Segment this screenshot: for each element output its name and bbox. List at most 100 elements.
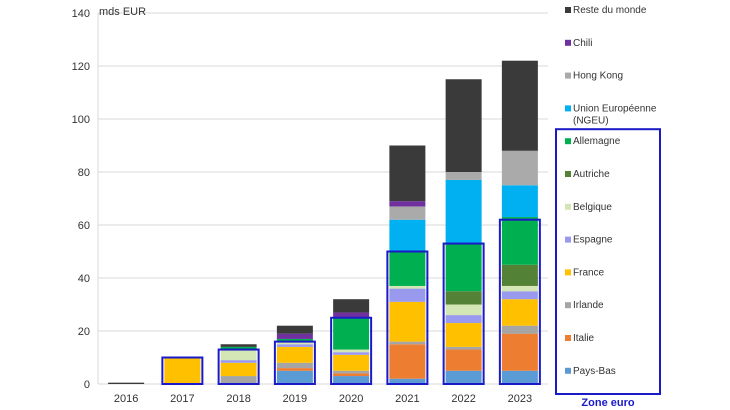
legend-label: Autriche	[573, 169, 610, 180]
bar-segment	[501, 185, 538, 218]
bar-segment	[333, 370, 370, 374]
legend-swatch	[565, 302, 571, 309]
legend-swatch	[565, 203, 571, 210]
bar-segment	[276, 370, 313, 384]
bar-segment	[333, 312, 370, 318]
legend-swatch	[565, 236, 571, 243]
bar-segment	[389, 145, 426, 202]
bar-segment	[108, 382, 145, 384]
bar-segment	[501, 217, 538, 265]
zone-euro-legend-box	[555, 128, 661, 395]
y-tick-label: 80	[78, 167, 90, 179]
zone-euro-box	[273, 340, 316, 386]
bar-segment	[220, 349, 257, 361]
y-tick-label: 0	[84, 379, 90, 391]
bar-segment	[276, 346, 313, 363]
bar-segment	[501, 291, 538, 300]
bar-segment	[445, 291, 482, 305]
x-tick-label: 2018	[226, 393, 250, 405]
bar-segment	[501, 264, 538, 286]
bar-segment	[389, 285, 426, 289]
bar-segment	[389, 219, 426, 252]
bar-segment	[501, 333, 538, 371]
legend-swatch	[565, 105, 571, 112]
legend-swatch	[565, 335, 571, 341]
bar-segment	[445, 349, 482, 371]
bar-segment	[501, 60, 538, 151]
bar-segment	[445, 323, 482, 347]
y-tick-label: 120	[72, 61, 90, 73]
bars	[108, 60, 538, 384]
y-tick-label: 60	[78, 220, 90, 232]
y-tick-label: 140	[72, 8, 90, 20]
legend-label: Belgique	[573, 202, 612, 213]
legend-label: Espagne	[573, 235, 613, 246]
legend-label: France	[573, 267, 605, 278]
x-tick-label: 2023	[508, 393, 532, 405]
legend-swatch	[565, 7, 571, 13]
x-tick-label: 2017	[170, 393, 194, 405]
bar-segment	[276, 368, 313, 371]
bar-segment	[164, 357, 201, 384]
bar-segment	[445, 179, 482, 244]
bar-segment	[501, 285, 538, 292]
bar-segment	[445, 304, 482, 316]
legend-label: Irlande	[573, 300, 604, 311]
bar-segment	[276, 338, 313, 342]
bar-segment	[276, 325, 313, 334]
bar-segment	[501, 299, 538, 326]
bar-segment	[389, 344, 426, 379]
legend-swatch	[565, 72, 571, 79]
bar-segment	[220, 346, 257, 350]
legend-label: Union Européenne	[573, 103, 657, 114]
y-tick-label: 20	[78, 326, 90, 338]
bar-segment	[333, 354, 370, 371]
legend-swatch	[565, 269, 571, 276]
legend-swatch	[565, 39, 571, 46]
bar-segment	[445, 172, 482, 180]
bar-segment	[333, 317, 370, 350]
legend-swatch	[565, 138, 571, 145]
zone-euro-box	[161, 356, 204, 385]
bar-segment	[501, 370, 538, 384]
zone-euro-box	[498, 218, 541, 385]
bar-segment	[389, 341, 426, 345]
legend-label: Pays-Bas	[573, 366, 616, 377]
legend-label: (NGEU)	[573, 115, 609, 126]
bar-segment	[333, 349, 370, 353]
unit-label: mds EUR	[99, 6, 146, 18]
legend-swatch	[565, 367, 571, 374]
bar-segment	[220, 362, 257, 377]
y-tick-label: 40	[78, 273, 90, 285]
y-tick-label: 100	[72, 114, 90, 126]
bar-segment	[220, 344, 257, 347]
zone-euro-box	[386, 250, 429, 385]
zone-euro-boxes	[161, 218, 541, 386]
y-axis-ticks: 0 20 40 60 80 100 120 140	[72, 8, 90, 391]
bar-segment	[445, 346, 482, 350]
bar-segment	[501, 325, 538, 334]
bar-segment	[445, 370, 482, 384]
legend-label: Hong Kong	[573, 71, 623, 82]
x-tick-label: 2016	[114, 393, 138, 405]
bar-segment	[276, 333, 313, 339]
zone-euro-box	[330, 316, 373, 385]
bar-segment	[220, 360, 257, 363]
bar-segment	[220, 376, 257, 384]
bar-segment	[276, 341, 313, 345]
bar-segment	[445, 315, 482, 324]
x-tick-label: 2022	[451, 393, 475, 405]
legend-label: Chili	[573, 38, 592, 49]
bar-segment	[389, 378, 426, 384]
bar-segment	[445, 243, 482, 292]
bar-segment	[276, 344, 313, 347]
gridlines	[97, 12, 548, 385]
legend-label: Italie	[573, 333, 595, 344]
bar-segment	[333, 299, 370, 313]
zone-euro-box	[442, 242, 485, 385]
bar-segment	[276, 362, 313, 369]
x-tick-label: 2020	[339, 393, 363, 405]
bar-segment	[389, 301, 426, 342]
zone-euro-box	[217, 348, 260, 385]
